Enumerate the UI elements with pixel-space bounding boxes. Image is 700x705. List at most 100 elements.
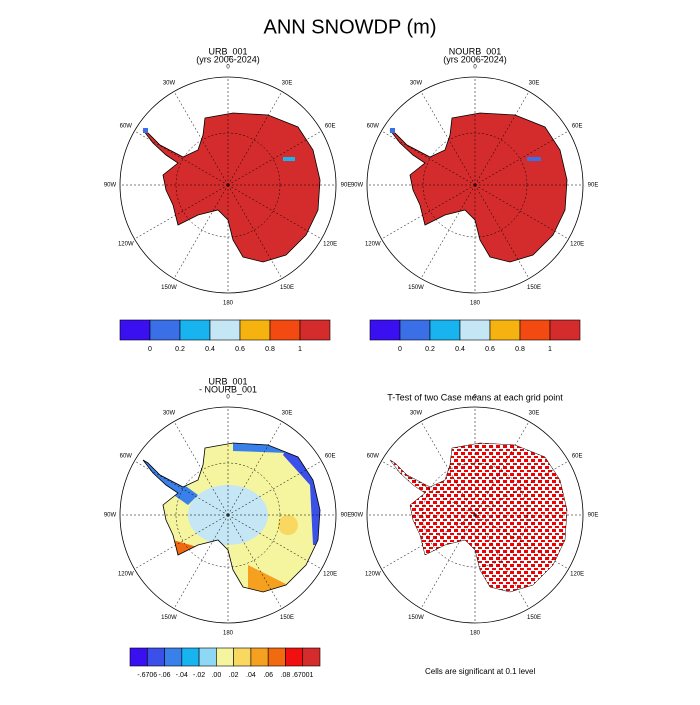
panel-title: NOURB_001 xyxy=(449,46,502,56)
longitude-label: 60W xyxy=(367,454,380,460)
meridian xyxy=(474,184,569,240)
colorbar-box xyxy=(269,319,301,341)
colorbar-label: 0 xyxy=(148,346,152,353)
longitude-label: 60W xyxy=(120,124,133,130)
meridian xyxy=(227,130,322,186)
colorbar-box xyxy=(285,647,304,667)
longitude-label: 90W xyxy=(351,513,364,519)
meridian xyxy=(474,184,530,279)
colorbar-box xyxy=(519,319,551,341)
meridian xyxy=(420,184,476,279)
colorbar-box xyxy=(233,647,252,667)
meridian xyxy=(227,91,283,186)
colorbar-label: -.04 xyxy=(176,672,188,679)
meridian xyxy=(474,514,530,609)
meridian xyxy=(227,460,322,516)
colorbar-label: 0.4 xyxy=(205,346,215,353)
longitude-label: 120E xyxy=(570,242,584,248)
colorbar-label: .08 xyxy=(281,672,291,679)
meridian xyxy=(420,421,476,516)
colorbar-box xyxy=(399,319,431,341)
meridian xyxy=(420,91,476,186)
colorbar-box xyxy=(302,647,321,667)
longitude-label: 90E xyxy=(341,513,352,519)
meridian xyxy=(420,514,476,609)
colorbar-box xyxy=(239,319,271,341)
longitude-label: 0 xyxy=(473,65,477,71)
longitude-label: 150E xyxy=(527,285,541,291)
panel-title: T-Test of two Case means at each grid po… xyxy=(387,392,563,402)
meridian xyxy=(134,184,229,240)
longitude-label: 90W xyxy=(104,183,117,189)
longitude-label: 150E xyxy=(280,615,294,621)
longitude-label: 60W xyxy=(367,124,380,130)
longitude-label: 180 xyxy=(223,631,234,637)
meridian xyxy=(134,460,229,516)
colorbar-label: .04 xyxy=(246,672,256,679)
meridian xyxy=(474,460,569,516)
colorbar-label: 0.2 xyxy=(175,346,185,353)
colorbar-label: .02 xyxy=(229,672,239,679)
longitude-label: 90E xyxy=(588,513,599,519)
meridian xyxy=(381,184,476,240)
colorbar-label: .06 xyxy=(263,672,273,679)
map-border xyxy=(119,406,337,624)
colorbar-box xyxy=(250,647,269,667)
meridian xyxy=(227,184,322,240)
colorbar-box xyxy=(459,319,491,341)
longitude-label: 90E xyxy=(341,183,352,189)
colorbar-label: 0.6 xyxy=(235,346,245,353)
longitude-label: 180 xyxy=(470,631,481,637)
longitude-label: 0 xyxy=(226,65,230,71)
colorbar-box xyxy=(119,319,151,341)
colorbar-box xyxy=(489,319,521,341)
figure-title: ANN SNOWDP (m) xyxy=(264,16,437,38)
longitude-label: 30E xyxy=(282,80,293,86)
colorbar-label: -.06 xyxy=(159,672,171,679)
colorbar-label: 0 xyxy=(398,346,402,353)
meridian xyxy=(227,514,322,570)
colorbar-label: .00 xyxy=(211,672,221,679)
longitude-label: 120E xyxy=(323,572,337,578)
meridian xyxy=(134,514,229,570)
colorbar-box xyxy=(149,319,181,341)
longitude-label: 30W xyxy=(163,410,176,416)
panel-title: URB_001 xyxy=(208,376,247,386)
longitude-label: 180 xyxy=(223,301,234,307)
panel-title: URB_001 xyxy=(208,46,247,56)
longitude-label: 150E xyxy=(280,285,294,291)
longitude-label: 150W xyxy=(408,285,424,291)
longitude-label: 150W xyxy=(161,285,177,291)
colorbar-box xyxy=(179,319,211,341)
meridian xyxy=(381,130,476,186)
colorbar-box xyxy=(369,319,401,341)
longitude-label: 30W xyxy=(410,410,423,416)
colorbar-label: 0.2 xyxy=(425,346,435,353)
longitude-label: 120W xyxy=(365,242,381,248)
longitude-label: 60E xyxy=(325,454,336,460)
colorbar-label: .67001 xyxy=(292,672,314,679)
colorbar-label: 0.4 xyxy=(455,346,465,353)
colorbar-box xyxy=(216,647,234,667)
meridian xyxy=(227,514,283,609)
longitude-label: 30E xyxy=(529,80,540,86)
colorbar-label: 1 xyxy=(298,346,302,353)
colorbar-box xyxy=(146,647,165,667)
colorbar-box xyxy=(549,319,581,341)
colorbar-box xyxy=(209,319,241,341)
longitude-label: 90W xyxy=(104,513,117,519)
map-panel xyxy=(142,112,321,263)
longitude-label: 180 xyxy=(470,301,481,307)
meridian xyxy=(227,421,283,516)
meridian xyxy=(474,130,569,186)
map-border xyxy=(119,76,337,294)
longitude-label: 120W xyxy=(365,572,381,578)
colorbar-box xyxy=(429,319,461,341)
colorbar-box xyxy=(129,647,148,667)
colorbar-box xyxy=(267,647,286,667)
map-border xyxy=(366,406,584,624)
longitude-label: 60W xyxy=(120,454,133,460)
longitude-label: 120E xyxy=(570,572,584,578)
panel-subtitle: - NOURB_001 xyxy=(199,384,257,394)
longitude-label: 60E xyxy=(325,124,336,130)
